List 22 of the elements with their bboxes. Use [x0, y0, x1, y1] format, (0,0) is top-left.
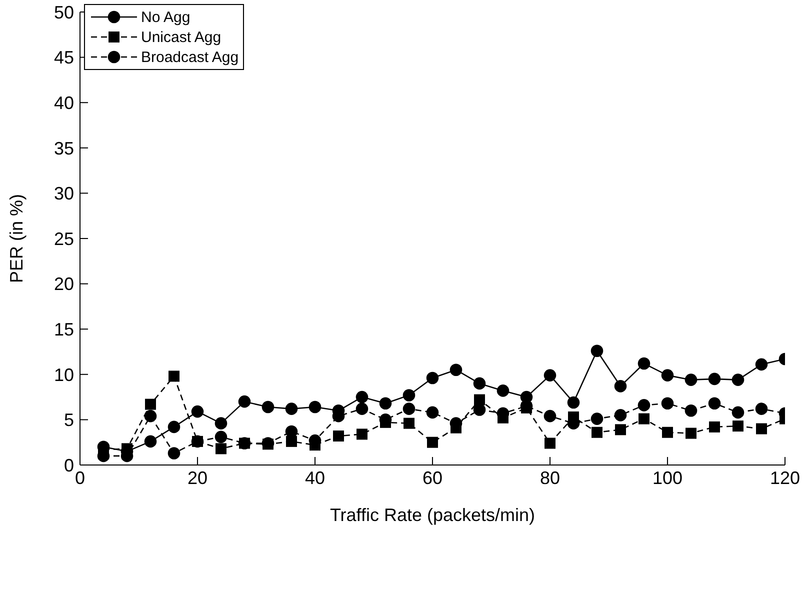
- x-tick-label: 20: [187, 468, 208, 488]
- x-tick-label: 40: [304, 468, 326, 488]
- y-axis-title: PER (in %): [6, 194, 26, 284]
- x-tick-label: 100: [652, 468, 683, 488]
- x-axis-title: Traffic Rate (packets/min): [330, 505, 536, 525]
- y-tick-label: 35: [54, 138, 74, 158]
- y-tick-label: 0: [64, 455, 74, 476]
- legend-label: Broadcast Agg: [141, 48, 239, 66]
- y-tick-label: 30: [54, 184, 74, 204]
- legend-label: No Agg: [141, 8, 190, 26]
- y-tick-label: 25: [54, 228, 74, 249]
- y-tick-label: 40: [54, 92, 74, 113]
- y-tick-label: 10: [54, 364, 74, 385]
- y-tick-label: 15: [54, 319, 74, 340]
- y-tick-label: 45: [54, 48, 74, 68]
- x-tick-label: 80: [540, 468, 560, 488]
- y-tick-label: 5: [64, 410, 74, 430]
- y-tick-label: 50: [54, 2, 74, 22]
- legend-label: Unicast Agg: [141, 28, 222, 46]
- y-tick-label: 20: [54, 274, 74, 294]
- x-tick-label: 60: [422, 468, 443, 488]
- x-tick-label: 120: [770, 468, 800, 488]
